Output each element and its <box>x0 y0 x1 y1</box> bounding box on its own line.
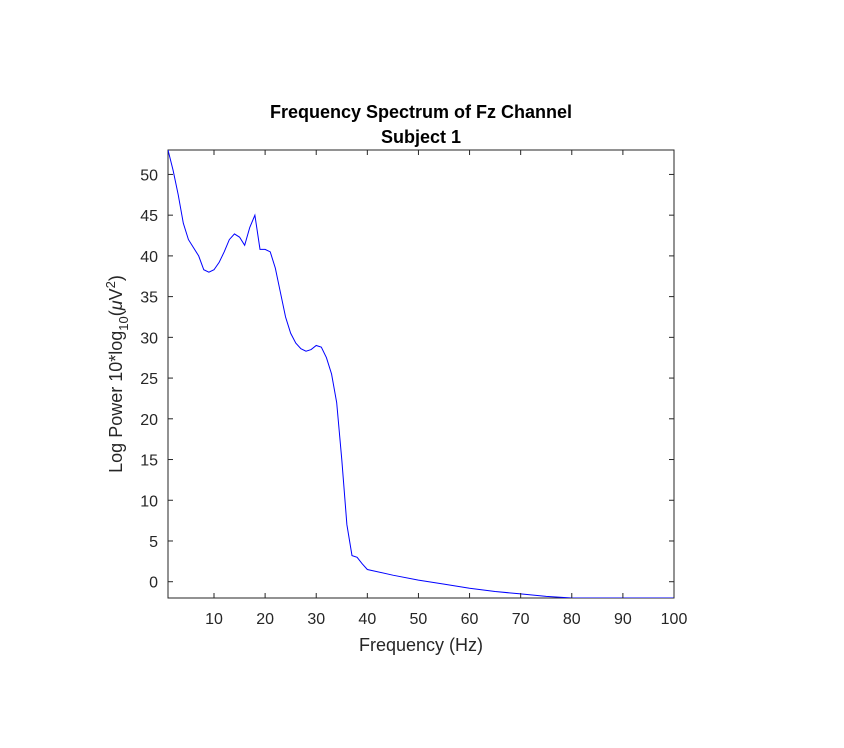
y-axis-label: Log Power 10*log10(μV2) <box>103 275 131 473</box>
series-layer <box>168 150 674 598</box>
y-tick-label: 50 <box>140 167 158 184</box>
chart-title: Frequency Spectrum of Fz Channel Subject … <box>270 102 572 147</box>
y-tick-label: 35 <box>140 290 158 307</box>
chart-title-line: Frequency Spectrum of Fz Channel <box>270 102 572 122</box>
y-axis: 0 5 10 15 20 25 30 35 40 45 50 <box>140 167 674 592</box>
y-tick-label: 20 <box>140 412 158 429</box>
series-line <box>168 150 674 598</box>
y-tick-label: 0 <box>149 575 158 592</box>
plot-box <box>167 149 675 599</box>
y-tick-label: 5 <box>149 534 158 551</box>
plot-area <box>167 149 675 599</box>
x-axis-label: Frequency (Hz) <box>359 635 483 655</box>
x-tick-label: 40 <box>358 611 376 628</box>
y-tick-label: 40 <box>140 249 158 266</box>
x-tick-label: 80 <box>563 611 581 628</box>
x-tick-label: 20 <box>256 611 274 628</box>
y-tick-label: 15 <box>140 453 158 470</box>
x-tick-label: 70 <box>512 611 530 628</box>
x-tick-label: 100 <box>661 611 688 628</box>
x-tick-label: 30 <box>307 611 325 628</box>
x-tick-label: 50 <box>410 611 428 628</box>
chart-subtitle-line: Subject 1 <box>381 127 461 147</box>
y-tick-label: 30 <box>140 330 158 347</box>
y-tick-label: 45 <box>140 208 158 225</box>
y-tick-label: 25 <box>140 371 158 388</box>
y-tick-label: 10 <box>140 493 158 510</box>
x-tick-label: 10 <box>205 611 223 628</box>
axis-labels: Frequency (Hz) Log Power 10*log10(μV2) <box>103 275 483 655</box>
x-tick-label: 90 <box>614 611 632 628</box>
x-tick-label: 60 <box>461 611 479 628</box>
x-axis: 10 20 30 40 50 60 70 80 90 100 <box>205 150 687 628</box>
